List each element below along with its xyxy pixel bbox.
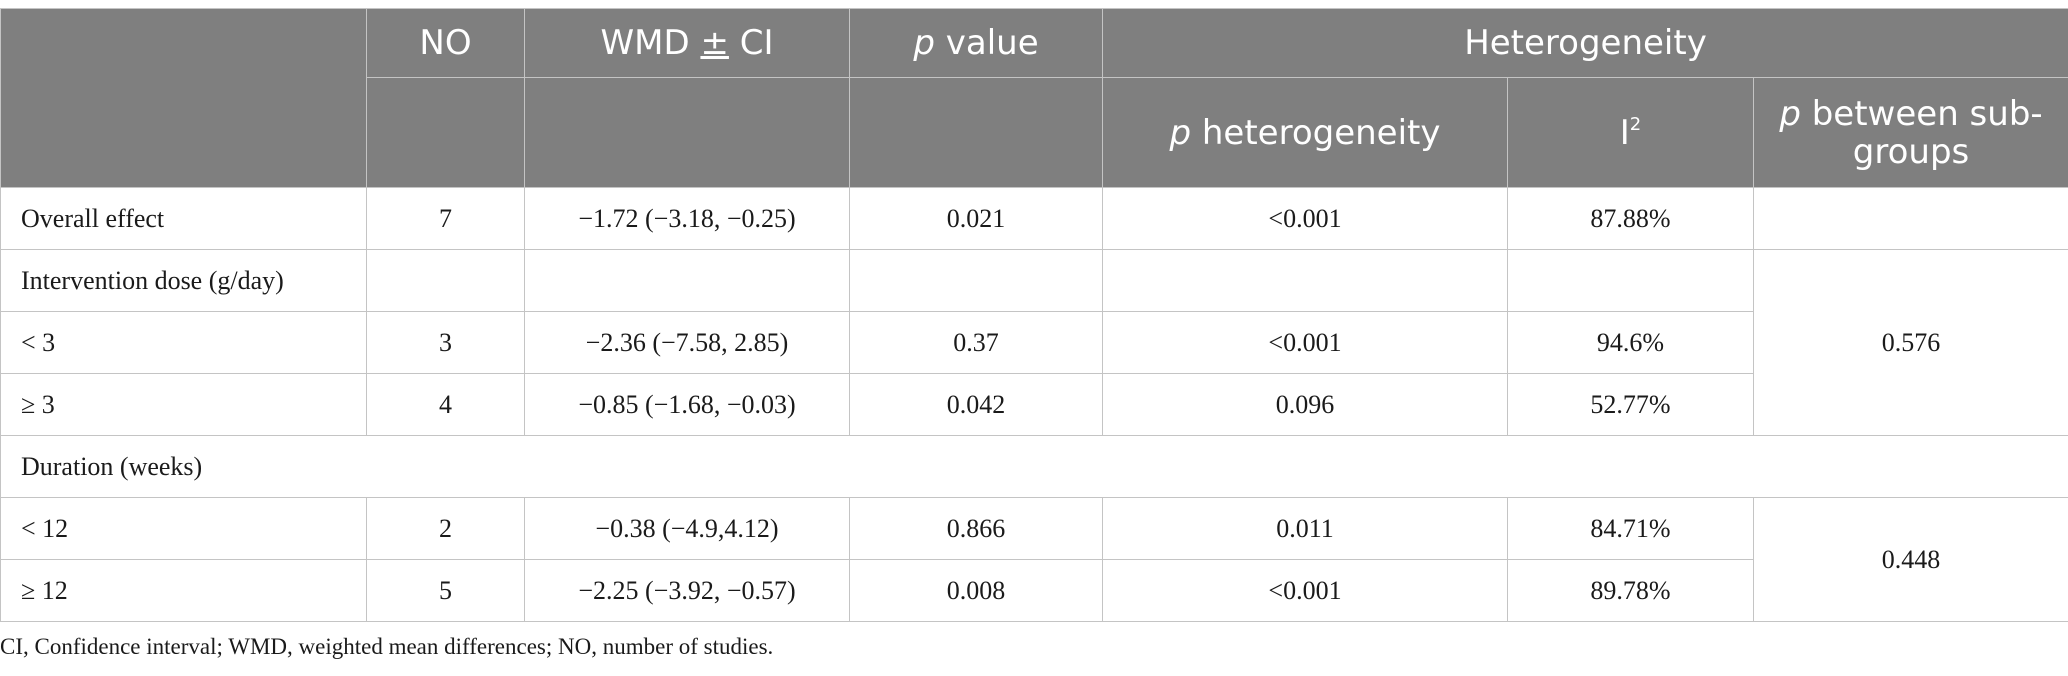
row-label: < 3 xyxy=(0,311,367,374)
header-p-blank xyxy=(849,77,1103,188)
cell-p-between-empty xyxy=(1752,187,2068,250)
cell-i2: 52.77% xyxy=(1507,373,1754,436)
row-label: ≥ 3 xyxy=(0,373,367,436)
header-wmd-prefix: WMD xyxy=(600,23,701,63)
cell-p-value: 0.008 xyxy=(849,559,1103,622)
cell-no: 4 xyxy=(366,373,525,436)
cell-p-heterogeneity: <0.001 xyxy=(1102,559,1508,622)
table-row-dose-header: Intervention dose (g/day) 0.576 xyxy=(0,249,2068,436)
header-heterogeneity: Heterogeneity xyxy=(1101,8,2068,78)
header-i2-sup: 2 xyxy=(1629,113,1642,135)
cell-p-between-dose: 0.576 xyxy=(1752,249,2068,436)
cell-p-between-duration: 0.448 xyxy=(1752,497,2068,622)
header-label-column xyxy=(0,8,367,188)
cell-i2: 94.6% xyxy=(1507,311,1754,374)
cell-no: 3 xyxy=(366,311,525,374)
table-row-duration-header: Duration (weeks) xyxy=(0,435,2068,498)
row-label: < 12 xyxy=(0,497,367,560)
meta-analysis-table: NO WMD ± CI p value Heterogeneity p hete… xyxy=(0,8,2068,622)
cell-no: 2 xyxy=(366,497,525,560)
cell-wmd-ci: −2.36 (−7.58, 2.85) xyxy=(524,311,850,374)
cell-empty xyxy=(366,249,525,312)
header-p-heterogeneity: p heterogeneity xyxy=(1102,77,1508,188)
cell-i2: 89.78% xyxy=(1507,559,1754,622)
table-row-dose-ge3: ≥ 3 4 −0.85 (−1.68, −0.03) 0.042 0.096 5… xyxy=(0,373,2068,436)
header-p-value-p: p xyxy=(913,23,935,63)
cell-wmd-ci: −1.72 (−3.18, −0.25) xyxy=(524,187,850,250)
cell-p-heterogeneity: 0.011 xyxy=(1102,497,1508,560)
cell-p-value: 0.021 xyxy=(849,187,1103,250)
header-no-blank xyxy=(366,77,525,188)
header-p-between-subgroups: p between sub-groups xyxy=(1752,77,2068,188)
cell-i2: 87.88% xyxy=(1507,187,1754,250)
cell-wmd-ci: −0.38 (−4.9,4.12) xyxy=(524,497,850,560)
header-p-value-rest: value xyxy=(934,23,1039,63)
cell-wmd-ci: −2.25 (−3.92, −0.57) xyxy=(524,559,850,622)
header-wmd-ci: WMD ± CI xyxy=(524,8,850,78)
header-no: NO xyxy=(366,8,525,78)
row-label: Duration (weeks) xyxy=(0,435,2068,498)
header-p-between-rest: between sub-groups xyxy=(1800,93,2043,172)
table-row-overall: Overall effect 7 −1.72 (−3.18, −0.25) 0.… xyxy=(0,187,2068,250)
cell-p-heterogeneity: <0.001 xyxy=(1102,311,1508,374)
cell-wmd-ci: −0.85 (−1.68, −0.03) xyxy=(524,373,850,436)
table-footnote: CI, Confidence interval; WMD, weighted m… xyxy=(0,634,774,659)
header-p-between-p: p xyxy=(1779,93,1801,134)
table-row-dose-lt3: < 3 3 −2.36 (−7.58, 2.85) 0.37 <0.001 94… xyxy=(0,311,2068,374)
header-wmd-suffix: CI xyxy=(728,23,774,63)
cell-p-value: 0.866 xyxy=(849,497,1103,560)
header-i2-base: I xyxy=(1619,112,1630,153)
cell-i2: 84.71% xyxy=(1507,497,1754,560)
cell-p-value: 0.37 xyxy=(849,311,1103,374)
row-label: Overall effect xyxy=(0,187,367,250)
cell-p-value: 0.042 xyxy=(849,373,1103,436)
cell-p-heterogeneity: 0.096 xyxy=(1102,373,1508,436)
cell-empty xyxy=(524,249,850,312)
cell-empty xyxy=(1507,249,1754,312)
header-wmd-blank xyxy=(524,77,850,188)
cell-empty xyxy=(849,249,1103,312)
table-row-duration-ge12: ≥ 12 5 −2.25 (−3.92, −0.57) 0.008 <0.001… xyxy=(0,559,2068,622)
cell-p-heterogeneity: <0.001 xyxy=(1102,187,1508,250)
header-wmd-pm: ± xyxy=(700,23,729,63)
cell-empty xyxy=(1102,249,1508,312)
header-p-het-rest: heterogeneity xyxy=(1191,112,1441,153)
header-p-het-p: p xyxy=(1169,112,1192,153)
header-p-value: p value xyxy=(849,8,1103,78)
cell-no: 5 xyxy=(366,559,525,622)
row-label: ≥ 12 xyxy=(0,559,367,622)
row-label: Intervention dose (g/day) xyxy=(0,249,367,312)
cell-no: 7 xyxy=(366,187,525,250)
header-i2: I2 xyxy=(1507,77,1754,188)
table-row-duration-lt12: < 12 2 −0.38 (−4.9,4.12) 0.866 0.011 84.… xyxy=(0,497,2068,622)
